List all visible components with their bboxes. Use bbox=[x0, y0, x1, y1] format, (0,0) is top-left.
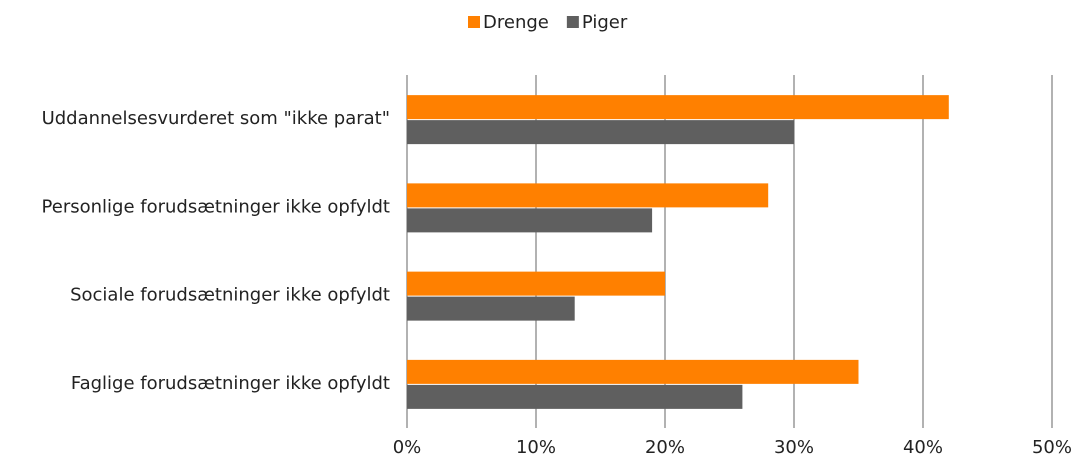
bar bbox=[407, 296, 575, 321]
x-tick-label: 50% bbox=[1032, 437, 1072, 458]
x-tick-label: 30% bbox=[774, 437, 814, 458]
x-tick-label: 20% bbox=[645, 437, 685, 458]
bar bbox=[407, 183, 769, 208]
legend-label: Drenge bbox=[483, 12, 549, 33]
y-tick-label: Sociale forudsætninger ikke opfyldt bbox=[70, 285, 390, 306]
bar bbox=[407, 120, 794, 145]
bar bbox=[407, 359, 859, 384]
bar bbox=[407, 271, 665, 296]
x-tick-label: 0% bbox=[393, 437, 422, 458]
bar bbox=[407, 95, 949, 120]
y-tick-label: Faglige forudsætninger ikke opfyldt bbox=[71, 373, 390, 394]
y-tick-label: Uddannelsesvurderet som "ikke parat" bbox=[42, 108, 390, 129]
legend-label: Piger bbox=[582, 12, 628, 33]
bar bbox=[407, 384, 743, 409]
bar bbox=[407, 208, 653, 233]
legend-swatch bbox=[566, 16, 579, 28]
x-tick-label: 40% bbox=[903, 437, 943, 458]
y-tick-label: Personlige forudsætninger ikke opfyldt bbox=[42, 196, 390, 217]
legend-swatch bbox=[468, 16, 480, 28]
x-tick-label: 10% bbox=[516, 437, 556, 458]
